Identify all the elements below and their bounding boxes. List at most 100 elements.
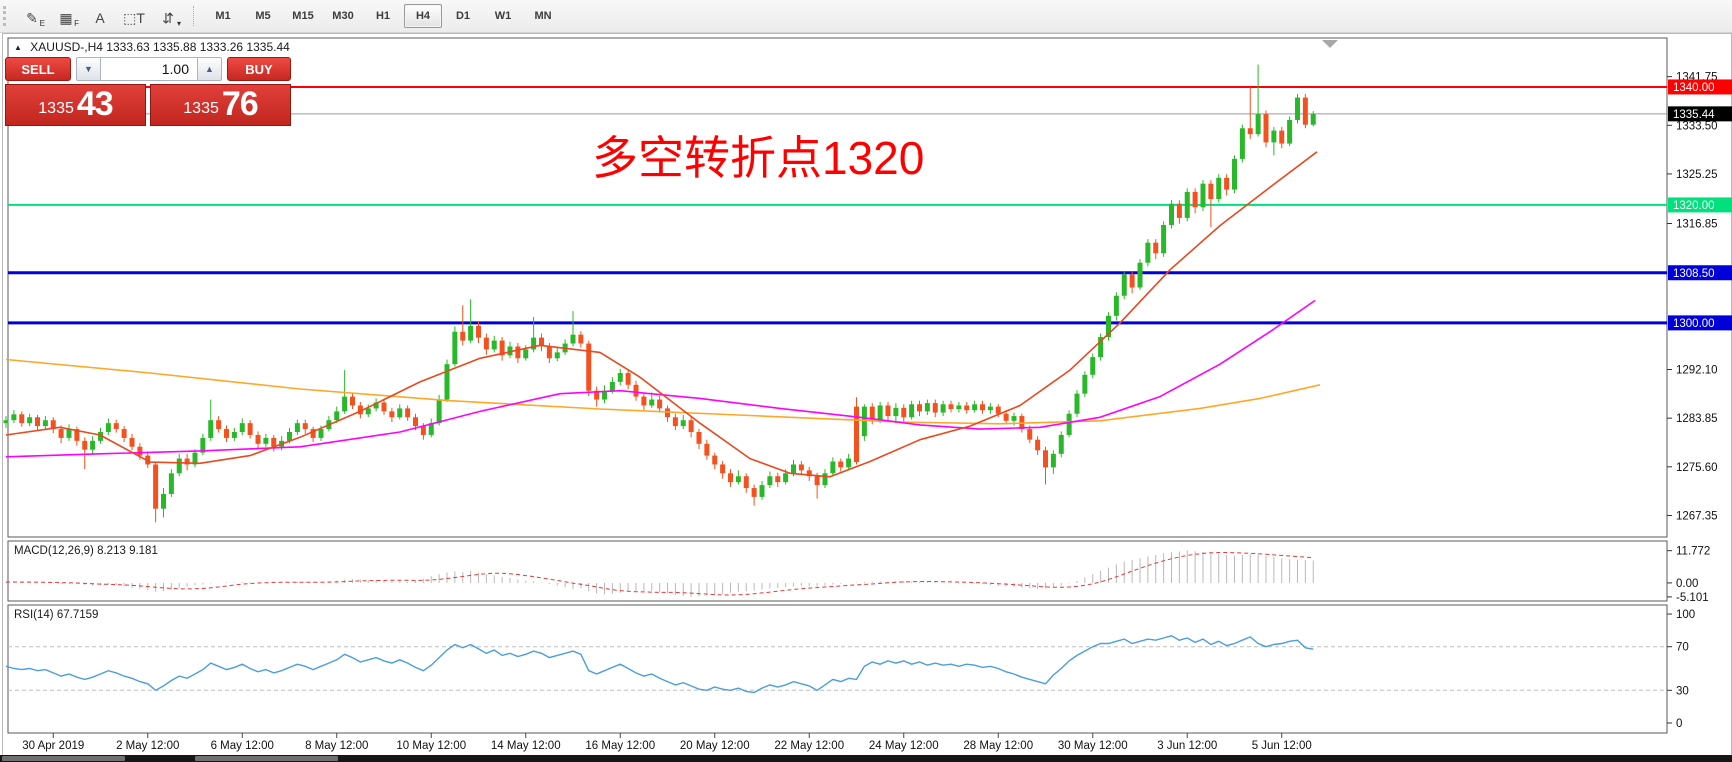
time-axis-label[interactable]: 8 May 12:00 [305, 740, 368, 752]
price-axis-tick-label[interactable]: 1316.85 [1676, 219, 1718, 231]
equidistant-channel-tool-icon[interactable]: ✎ E [26, 10, 45, 28]
sell-button[interactable]: SELL [5, 57, 71, 81]
bid-price-box[interactable]: 1335 43 [5, 84, 146, 126]
chart-text-annotation[interactable]: 多空转折点1320 [592, 132, 925, 184]
candle-body [1074, 393, 1080, 414]
candle-body [200, 437, 206, 453]
rsi-axis-tick-label[interactable]: 100 [1676, 609, 1695, 621]
time-axis-label[interactable]: 6 May 12:00 [211, 740, 274, 752]
candle-body [539, 337, 544, 347]
price-axis-tick-label[interactable]: 1333.50 [1676, 120, 1718, 132]
candle-body [980, 404, 985, 411]
volume-decrease-button[interactable]: ▼ [76, 57, 101, 81]
price-axis-tick-label[interactable]: 1283.85 [1676, 413, 1718, 425]
text-label-tool-icon[interactable]: ⬚T [123, 10, 145, 26]
timeframe-button-mn[interactable]: MN [534, 10, 552, 22]
toolbar-grip[interactable] [3, 6, 11, 26]
candle-body [255, 434, 261, 444]
candle-body [657, 399, 663, 409]
candle-body [428, 423, 434, 435]
price-axis-tick-label[interactable]: 1267.35 [1676, 510, 1718, 522]
candle-body [1169, 203, 1174, 225]
candle-body [641, 396, 647, 406]
macd-plot-frame[interactable] [7, 540, 1668, 602]
collapse-triangle-icon[interactable]: ▲ [14, 43, 22, 52]
time-axis-label[interactable]: 30 Apr 2019 [22, 740, 84, 752]
candle-body [1058, 434, 1064, 454]
macd-axis-tick-label[interactable]: 11.772 [1676, 546, 1710, 558]
arrows-tool-icon[interactable]: ⇵ ▾ [162, 10, 181, 28]
buy-button[interactable]: BUY [227, 57, 291, 81]
candle-body [507, 346, 513, 356]
time-axis-label[interactable]: 24 May 12:00 [869, 740, 939, 752]
time-axis-label[interactable]: 3 Jun 12:00 [1157, 740, 1217, 752]
rsi-axis-tick-label[interactable]: 70 [1676, 642, 1689, 654]
candle-body [1271, 130, 1277, 143]
time-axis-label[interactable]: 2 May 12:00 [116, 740, 179, 752]
candle-body [1200, 183, 1206, 208]
price-axis-tick-label[interactable]: 1325.25 [1676, 169, 1718, 181]
candle-body [633, 384, 639, 397]
timeframe-button-m1[interactable]: M1 [215, 10, 231, 22]
candle-body [759, 485, 765, 497]
candle-body [680, 420, 686, 427]
rsi-plot-frame[interactable] [7, 604, 1668, 734]
macd-axis-tick-label[interactable]: -5.101 [1676, 592, 1709, 604]
scroll-to-end-marker-icon[interactable] [1322, 40, 1338, 48]
candle-body [1192, 191, 1198, 208]
macd-indicator-label: MACD(12,26,9) 8.213 9.181 [14, 545, 158, 557]
price-axis-tick-label[interactable]: 1292.10 [1676, 364, 1718, 376]
time-axis-label[interactable]: 30 May 12:00 [1058, 740, 1128, 752]
price-level-label-text[interactable]: 1335.44 [1673, 109, 1715, 121]
time-axis-label[interactable]: 20 May 12:00 [680, 740, 750, 752]
timeframe-button-d1[interactable]: D1 [455, 10, 471, 22]
time-axis-label[interactable]: 5 Jun 12:00 [1252, 740, 1312, 752]
candle-body [302, 423, 308, 430]
time-axis-label[interactable]: 14 May 12:00 [491, 740, 561, 752]
candle-body [735, 476, 741, 483]
ask-price-big-digits: 76 [221, 85, 259, 123]
price-level-label-text[interactable]: 1340.00 [1673, 82, 1715, 94]
volume-increase-button[interactable]: ▲ [197, 57, 222, 81]
candle-body [121, 429, 127, 438]
volume-input[interactable]: 1.00 [101, 57, 197, 81]
rsi-axis-tick-label[interactable]: 30 [1676, 685, 1689, 697]
bid-price-prefix: 1335 [38, 100, 74, 117]
candle-body [743, 476, 749, 489]
time-axis-label[interactable]: 16 May 12:00 [585, 740, 655, 752]
candle-body [696, 432, 702, 444]
candle-body [413, 417, 418, 427]
candle-body [113, 423, 119, 430]
ask-price-box[interactable]: 1335 76 [150, 84, 291, 126]
time-axis-label[interactable]: 28 May 12:00 [963, 740, 1033, 752]
price-level-label-text[interactable]: 1308.50 [1673, 268, 1715, 280]
candle-body [224, 429, 229, 438]
timeframe-button-h1[interactable]: H1 [375, 10, 391, 22]
candle-body [1153, 242, 1159, 254]
rsi-axis-tick-label[interactable]: 0 [1676, 718, 1682, 730]
price-level-label-text[interactable]: 1320.00 [1673, 200, 1715, 212]
fibonacci-retracement-tool-icon[interactable]: ▦ F [59, 10, 79, 28]
macd-axis-tick-label[interactable]: 0.00 [1676, 578, 1698, 590]
rsi-indicator-label: RSI(14) 67.7159 [14, 609, 98, 621]
timeframe-button-m30[interactable]: M30 [332, 10, 354, 22]
text-tool-icon[interactable]: A [95, 10, 105, 26]
timeframe-button-m15[interactable]: M15 [292, 10, 314, 22]
candle-body [476, 325, 481, 338]
timeframe-button-h4[interactable]: H4 [404, 4, 442, 28]
candle-body [917, 404, 922, 412]
price-axis-tick-label[interactable]: 1275.60 [1676, 462, 1718, 474]
time-axis-label[interactable]: 22 May 12:00 [774, 740, 844, 752]
candle-body [350, 396, 355, 406]
timeframe-button-w1[interactable]: W1 [494, 10, 512, 22]
candle-body [665, 408, 670, 418]
candle-body [357, 405, 363, 415]
price-level-label-text[interactable]: 1300.00 [1673, 318, 1715, 330]
candle-body [854, 406, 859, 463]
candle-body [594, 390, 600, 400]
timeframe-button-m5[interactable]: M5 [255, 10, 271, 22]
time-axis-label[interactable]: 10 May 12:00 [396, 740, 466, 752]
candle-body [1310, 114, 1316, 125]
ask-price-prefix: 1335 [183, 100, 219, 117]
candle-body [499, 340, 505, 356]
